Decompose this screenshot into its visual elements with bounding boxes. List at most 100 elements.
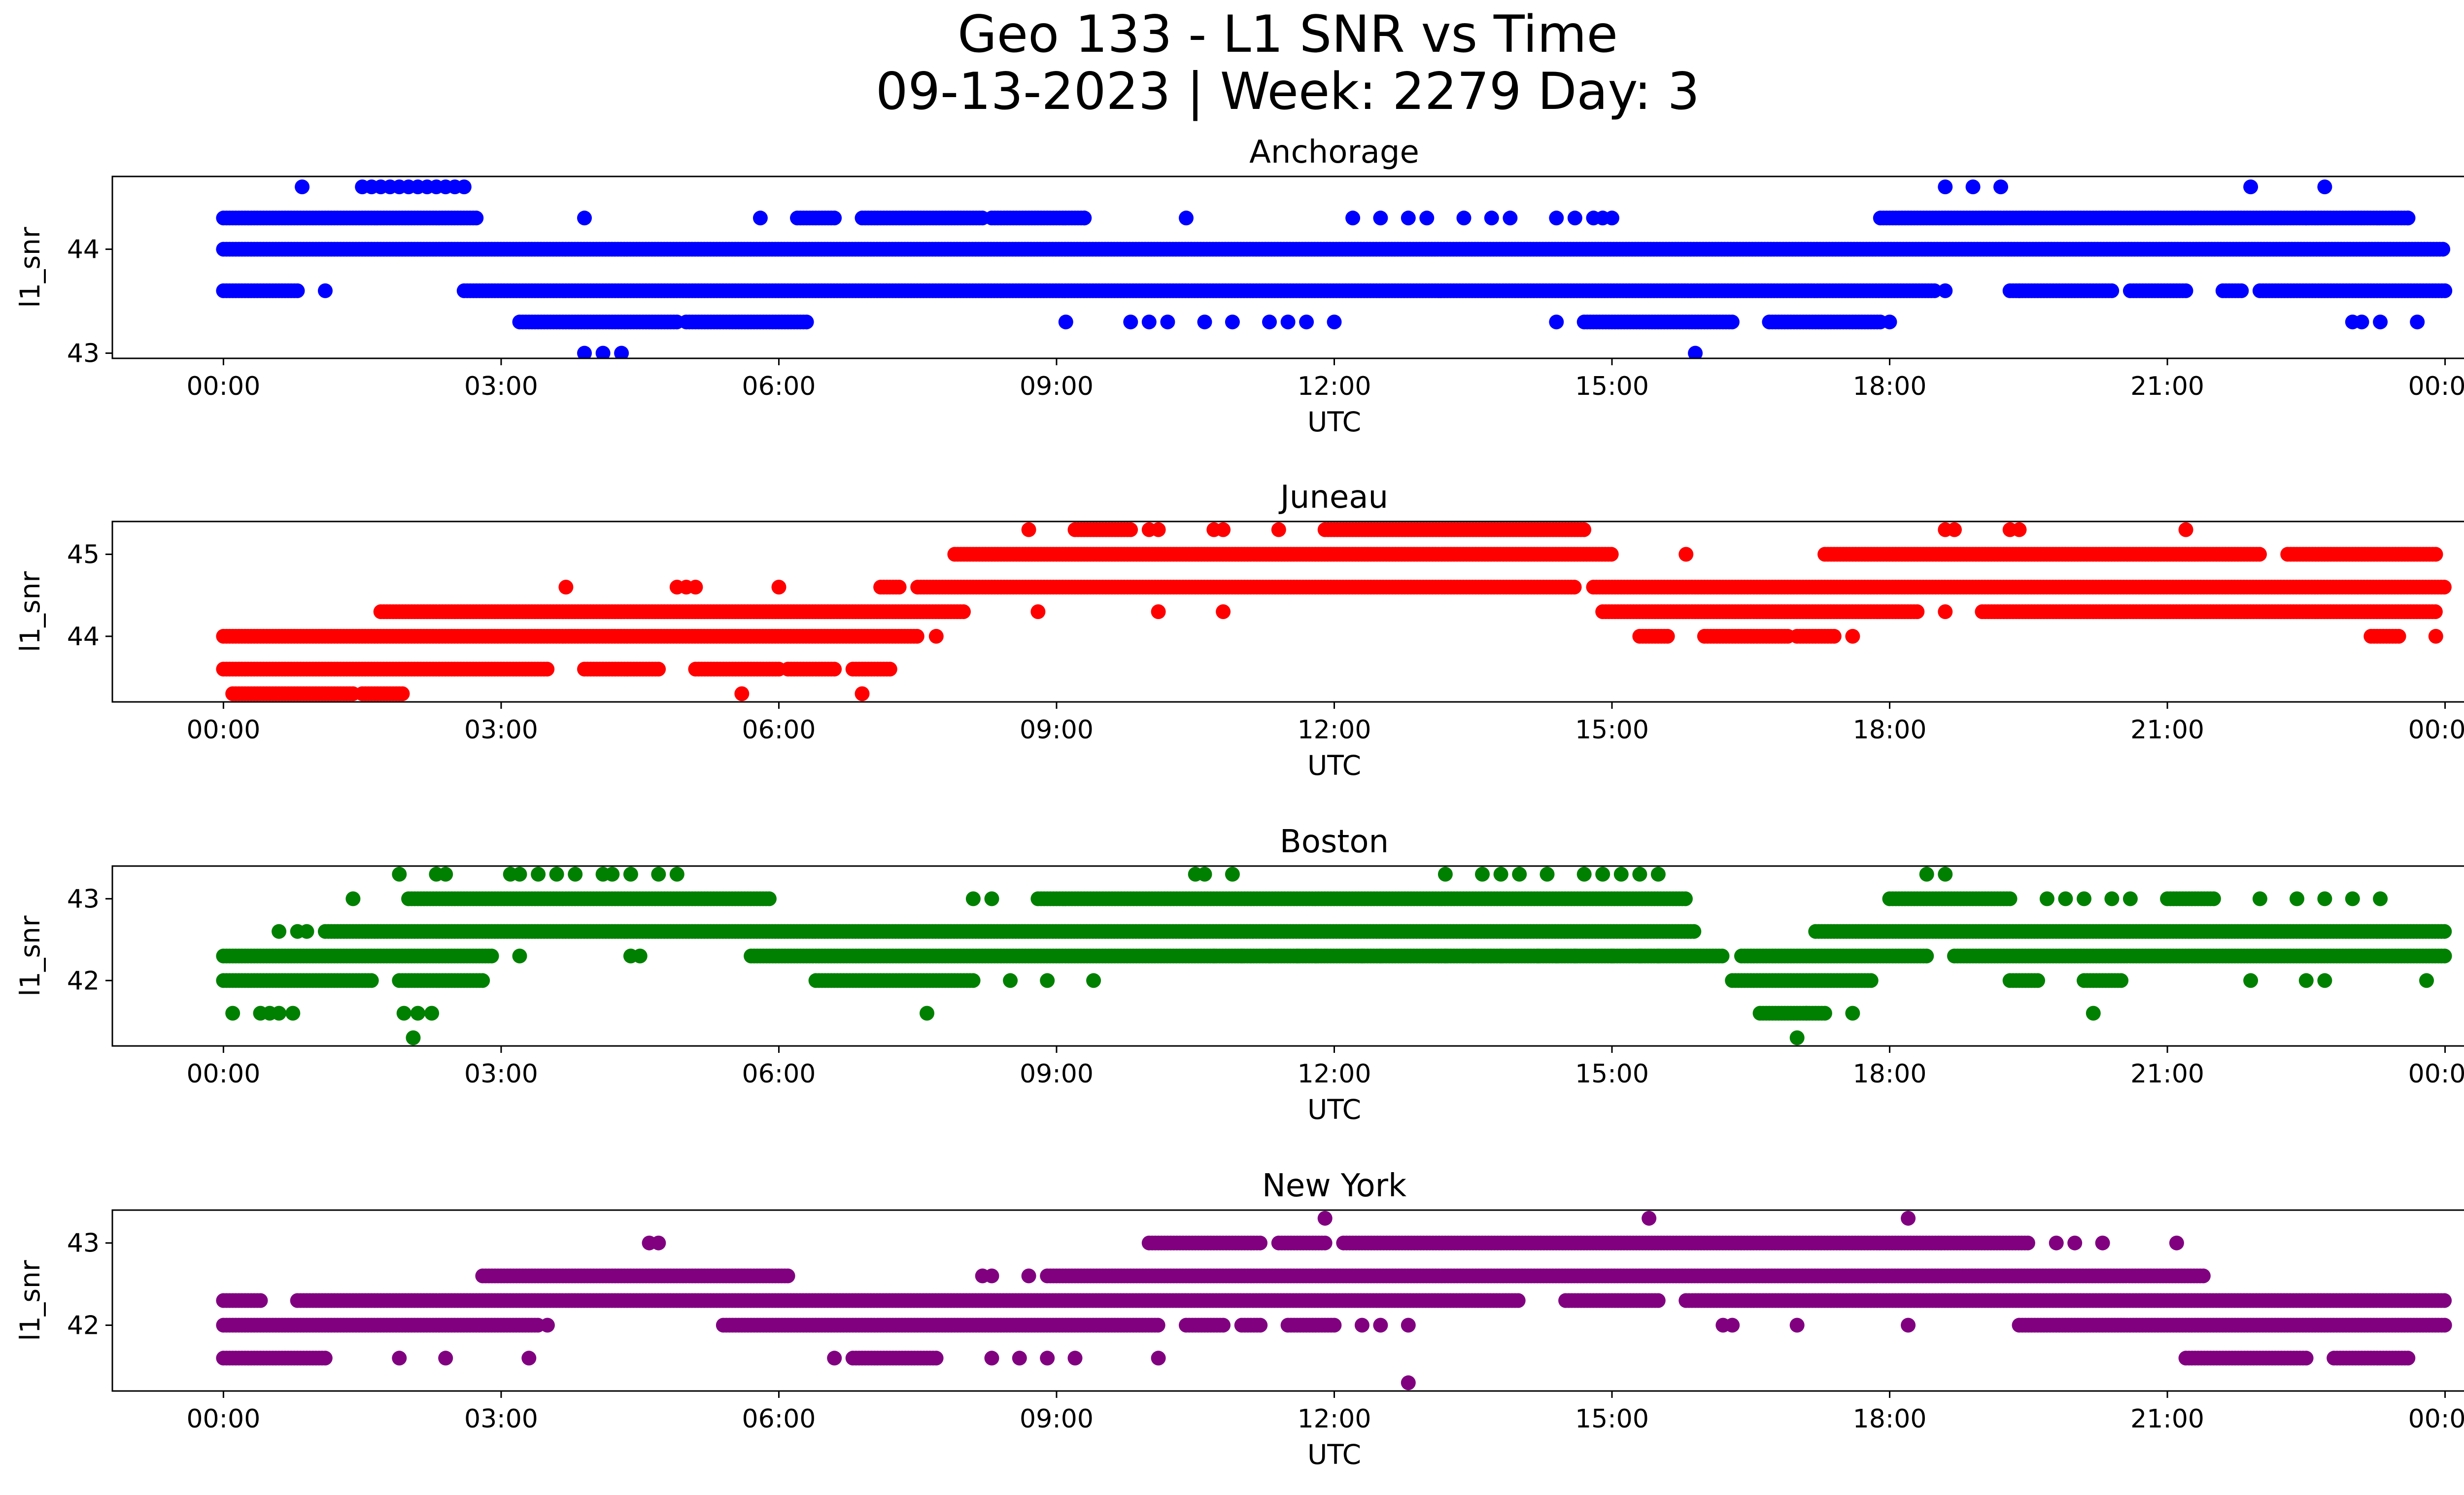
data-point [1419,210,1435,226]
data-point [1938,283,1953,298]
x-tick-label: 12:00 [1298,715,1371,745]
data-point [456,179,472,195]
data-point [1965,179,1981,195]
data-point [1225,314,1240,330]
data-point [1216,604,1231,619]
panel-title: Anchorage [1249,134,1419,171]
data-point [2428,604,2443,619]
data-point [1216,522,1231,537]
data-point [2252,547,2267,562]
data-point [2104,283,2120,298]
data-point [1845,628,1860,644]
data-point [1141,314,1157,330]
data-point [512,948,527,964]
data-point [1660,628,1675,644]
data-point [827,210,842,226]
data-point [2410,314,2425,330]
x-tick-label: 03:00 [464,715,538,745]
y-tick-label: 43 [67,339,100,368]
data-point [2012,283,2027,298]
data-point [891,580,907,595]
data-point [2178,283,2193,298]
data-point [484,948,499,964]
figure-title-line1: Geo 133 - L1 SNR vs Time [957,5,1618,64]
data-point [2437,283,2453,298]
data-point [540,661,555,677]
data-point [1040,973,1055,988]
data-point [753,210,768,226]
data-point [1123,314,1138,330]
y-axis-label: l1_snr [14,571,46,652]
data-point [1262,948,1277,964]
axes-frame [111,175,2464,359]
data-point [1845,1006,1860,1021]
figure-title: Geo 133 - L1 SNR vs Time 09-13-2023 | We… [0,6,2464,120]
data-point [2435,242,2451,257]
data-point [2298,210,2314,226]
data-point [1530,948,1545,964]
x-tick-label: 00:00 [186,715,260,745]
data-point [827,661,842,677]
data-point [2030,973,2045,988]
data-point [1938,179,1953,195]
data-point [2437,948,2452,964]
data-point [2391,628,2406,644]
data-point [1910,604,1925,619]
x-tick-label: 09:00 [1020,715,1094,745]
scatter-points [216,867,2452,1045]
data-point [424,1006,440,1021]
x-tick-label: 18:00 [1853,372,1927,401]
data-point [2086,1006,2101,1021]
data-point [1724,314,1740,330]
data-point [1567,580,1582,595]
data-point [909,628,924,644]
data-point [1863,973,1879,988]
data-point [225,1006,240,1021]
data-point [734,686,750,701]
data-point [855,686,870,701]
x-tick-label: 00:00 [2408,715,2464,745]
data-point [1086,973,1101,988]
data-point [1882,314,1897,330]
data-point [2400,210,2416,226]
x-tick-label: 00:00 [186,372,260,401]
data-point [1605,948,1619,964]
x-tick-label: 21:00 [2130,715,2204,745]
data-point [956,604,971,619]
data-point [1021,522,1036,537]
y-tick-label: 44 [67,622,100,652]
data-point [1605,210,1619,226]
data-point [651,661,666,677]
y-axis-label: l1_snr [14,227,46,308]
x-tick-label: 15:00 [1575,715,1649,745]
data-point [2436,580,2452,595]
data-point [2012,522,2027,537]
data-point [364,973,379,988]
panel-title: Juneau [1278,479,1388,516]
data-point [1817,1006,1832,1021]
panel-anchorage: 00:00 03:00 06:00 09:00 12:00 15:00 18:00 21:00… [14,134,2464,438]
data-point [1058,314,1073,330]
figure-title-line2: 09-13-2023 | Week: 2279 Day: 3 [875,62,1700,121]
data-point [406,1030,421,1045]
data-point [632,948,648,964]
data-point [475,973,490,988]
data-point [1271,522,1286,537]
data-point [928,628,944,644]
data-point [1003,973,1018,988]
data-point [920,1006,934,1021]
x-tick-label: 06:00 [742,715,816,745]
data-point [1151,604,1166,619]
data-point [595,346,611,358]
data-point [1632,948,1647,964]
data-point [1714,948,1730,964]
data-point [1549,210,1564,226]
data-point [410,1006,425,1021]
data-point [2317,179,2332,195]
data-point [1327,314,1342,330]
data-point [2243,973,2259,988]
scatter-points [216,522,2452,701]
data-point [2373,314,2388,330]
data-point [965,973,981,988]
